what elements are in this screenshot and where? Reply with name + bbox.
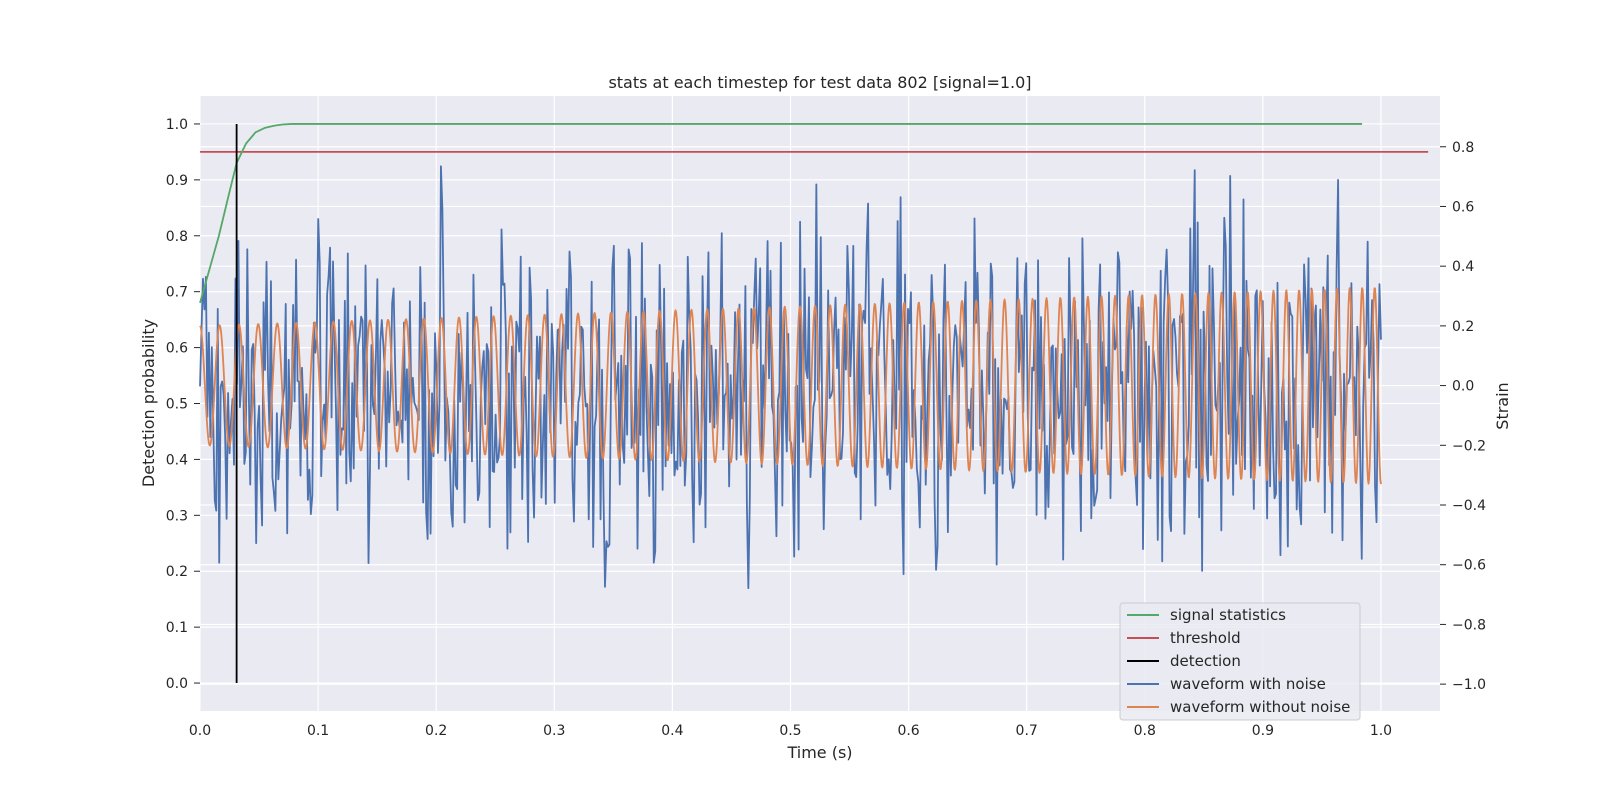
y-axis-left-title: Detection probability — [139, 319, 158, 487]
y-left-tick-label: 0.0 — [166, 676, 188, 692]
legend-label-threshold: threshold — [1170, 629, 1241, 647]
y-right-tick-label: 0.4 — [1452, 259, 1474, 275]
x-tick-label: 0.9 — [1252, 723, 1274, 739]
y-right-tick-label: −0.8 — [1452, 617, 1486, 633]
y-left-tick-label: 0.3 — [166, 508, 188, 524]
chart-title: stats at each timestep for test data 802… — [608, 73, 1031, 92]
y-left-tick-label: 0.6 — [166, 341, 188, 357]
x-tick-label: 0.4 — [661, 723, 683, 739]
legend-label-detection: detection — [1170, 652, 1241, 670]
x-tick-label: 0.7 — [1016, 723, 1038, 739]
y-right-tick-label: −0.2 — [1452, 438, 1486, 454]
y-right-tick-label: 0.2 — [1452, 319, 1474, 335]
y-left-tick-label: 0.1 — [166, 620, 188, 636]
y-left-tick-label: 0.5 — [166, 397, 188, 413]
y-left-tick-label: 0.2 — [166, 564, 188, 580]
series-signal-statistics — [199, 123, 1363, 304]
y-left-tick-label: 0.8 — [166, 229, 188, 245]
x-tick-label: 0.8 — [1134, 723, 1156, 739]
y-right-tick-label: 0.6 — [1452, 199, 1474, 215]
x-tick-label: 0.2 — [425, 723, 447, 739]
y-right-tick-label: 0.0 — [1452, 379, 1474, 395]
y-axis-right-title: Strain — [1493, 382, 1512, 429]
tick-layer: 0.0 0.1 0.2 0.3 0.4 0.5 0.6 0.7 0.8 0.9 1.0 0.0 0.1 0… — [166, 117, 1486, 739]
legend-label-waveform-with-noise: waveform with noise — [1170, 675, 1326, 693]
x-tick-label: 0.6 — [897, 723, 919, 739]
y-right-tick-label: 0.8 — [1452, 140, 1474, 156]
x-axis-title: Time (s) — [786, 743, 852, 762]
y-left-tick-label: 1.0 — [166, 117, 188, 133]
y-left-tick-label: 0.7 — [166, 285, 188, 301]
x-tick-label: 0.5 — [779, 723, 801, 739]
y-right-tick-label: −0.6 — [1452, 558, 1486, 574]
x-tick-label: 0.0 — [189, 723, 211, 739]
series-waveform-without-noise — [199, 287, 1382, 485]
y-right-tick-label: −0.4 — [1452, 498, 1486, 514]
legend-label-signal-statistics: signal statistics — [1170, 606, 1286, 624]
y-right-tick-label: −1.0 — [1452, 677, 1486, 693]
y-left-tick-label: 0.9 — [166, 173, 188, 189]
x-tick-label: 1.0 — [1370, 723, 1392, 739]
y-left-tick-label: 0.4 — [166, 452, 188, 468]
x-tick-label: 0.3 — [543, 723, 565, 739]
x-tick-label: 0.1 — [307, 723, 329, 739]
legend-box — [1119, 602, 1361, 721]
legend: signal statistics threshold detection wa… — [1119, 602, 1361, 721]
legend-label-waveform-without-noise: waveform without noise — [1170, 698, 1350, 716]
series-layer — [199, 123, 1429, 684]
